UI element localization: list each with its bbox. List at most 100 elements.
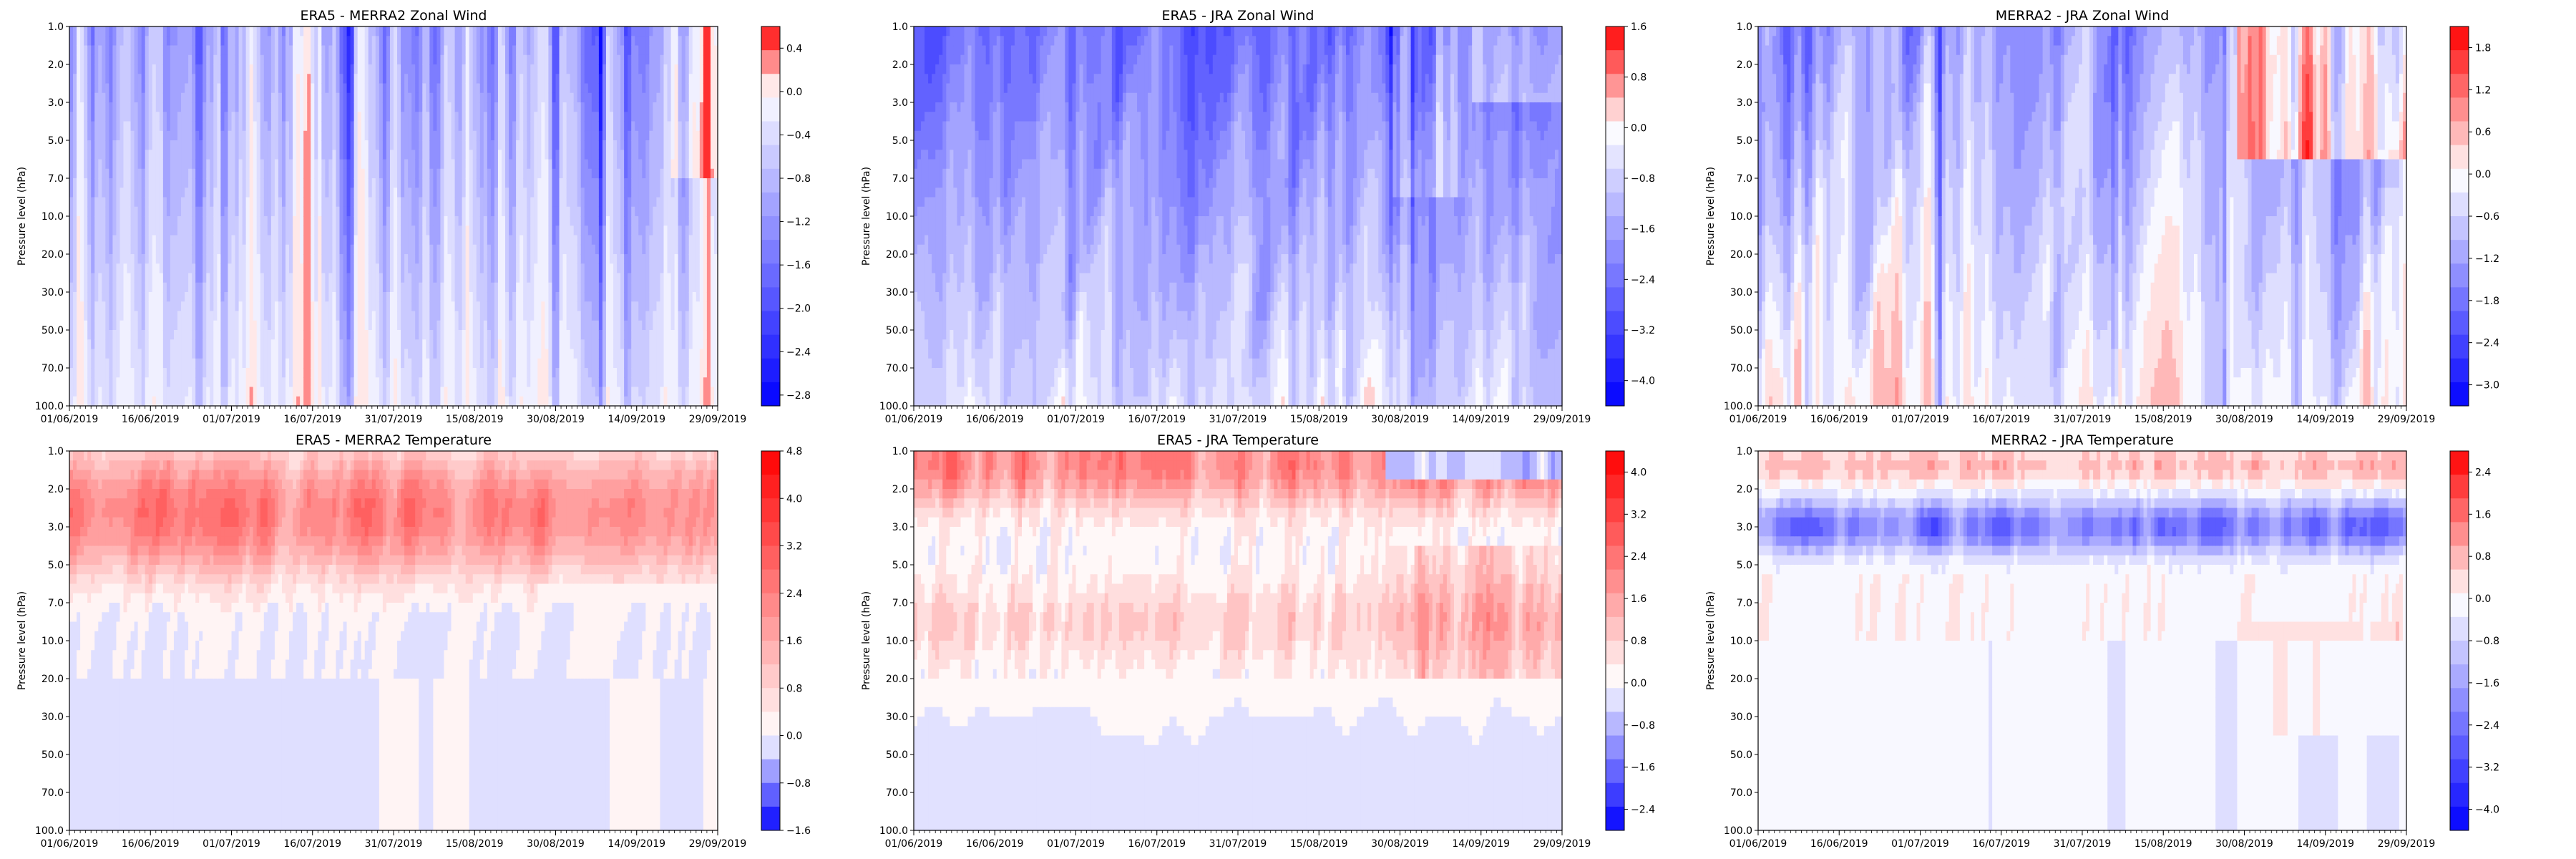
heatmap-cell	[260, 216, 265, 226]
heatmap-cell	[243, 46, 247, 56]
heatmap-cell	[235, 292, 240, 302]
heatmap-cell	[235, 112, 240, 122]
heatmap-cell	[94, 26, 99, 37]
heatmap-cell	[264, 245, 268, 255]
heatmap-cell	[177, 36, 182, 46]
heatmap-cell	[206, 131, 210, 141]
heatmap-cell	[167, 397, 171, 407]
heatmap-cell	[325, 349, 329, 359]
heatmap-cell	[188, 112, 192, 122]
heatmap-cell	[109, 301, 113, 311]
heatmap-cell	[145, 36, 150, 46]
heatmap-cell	[246, 36, 250, 46]
heatmap-cell	[289, 207, 293, 217]
heatmap-cell	[135, 283, 139, 293]
heatmap-cell	[94, 254, 99, 264]
heatmap-cell	[300, 359, 304, 369]
heatmap-cell	[94, 292, 99, 302]
heatmap-cell	[142, 311, 146, 321]
heatmap-cell	[268, 273, 272, 283]
heatmap-cell	[170, 64, 175, 74]
heatmap-cell	[260, 84, 265, 94]
heatmap-cell	[293, 84, 297, 94]
heatmap-cell	[321, 150, 326, 160]
heatmap-cell	[145, 55, 150, 65]
heatmap-cell	[77, 93, 81, 103]
heatmap-cell	[73, 349, 77, 359]
heatmap-cell	[246, 84, 250, 94]
heatmap-cell	[112, 140, 117, 150]
heatmap-cell	[224, 349, 228, 359]
heatmap-cell	[174, 150, 178, 160]
heatmap-cell	[228, 377, 232, 387]
heatmap-cell	[84, 330, 88, 340]
heatmap-cell	[98, 55, 102, 65]
heatmap-cell	[112, 254, 117, 264]
heatmap-cell	[160, 254, 164, 264]
heatmap-cell	[213, 150, 218, 160]
heatmap-cell	[289, 273, 293, 283]
heatmap-cell	[177, 26, 182, 37]
heatmap-cell	[163, 216, 167, 226]
heatmap-cell	[246, 216, 250, 226]
heatmap-cell	[167, 178, 171, 188]
heatmap-cell	[192, 84, 196, 94]
heatmap-cell	[105, 283, 109, 293]
heatmap-cell	[206, 254, 210, 264]
heatmap-cell	[260, 225, 265, 236]
heatmap-cell	[224, 55, 228, 65]
heatmap-cell	[318, 140, 322, 150]
heatmap-cell	[243, 93, 247, 103]
heatmap-cell	[206, 169, 210, 179]
heatmap-cell	[105, 122, 109, 132]
heatmap-cell	[210, 131, 214, 141]
heatmap-cell	[296, 178, 301, 188]
heatmap-cell	[314, 55, 318, 65]
heatmap-cell	[289, 102, 293, 112]
heatmap-cell	[80, 292, 84, 302]
heatmap-cell	[264, 368, 268, 378]
heatmap-cell	[243, 301, 247, 311]
heatmap-cell	[224, 36, 228, 46]
heatmap-cell	[311, 273, 315, 283]
heatmap-cell	[278, 102, 283, 112]
heatmap-cell	[206, 46, 210, 56]
heatmap-cell	[152, 102, 157, 112]
heatmap-cell	[275, 150, 279, 160]
heatmap-cell	[253, 283, 258, 293]
heatmap-cell	[116, 36, 120, 46]
heatmap-cell	[293, 169, 297, 179]
heatmap-cell	[328, 273, 333, 283]
heatmap-cell	[203, 131, 207, 141]
heatmap-cell	[206, 330, 210, 340]
heatmap-cell	[232, 397, 236, 407]
heatmap-cell	[311, 236, 315, 246]
heatmap-cell	[188, 359, 192, 369]
heatmap-cell	[152, 55, 157, 65]
heatmap-cell	[289, 198, 293, 208]
heatmap-cell	[220, 273, 225, 283]
heatmap-cell	[328, 112, 333, 122]
heatmap-cell	[160, 301, 164, 311]
heatmap-cell	[170, 160, 175, 170]
heatmap-cell	[210, 26, 214, 37]
heatmap-cell	[170, 236, 175, 246]
heatmap-cell	[102, 349, 106, 359]
heatmap-cell	[177, 93, 182, 103]
heatmap-cell	[325, 216, 329, 226]
heatmap-cell	[91, 64, 95, 74]
heatmap-cell	[98, 236, 102, 246]
heatmap-cell	[98, 263, 102, 273]
heatmap-cell	[152, 26, 157, 37]
heatmap-cell	[119, 321, 124, 331]
heatmap-cell	[119, 178, 124, 188]
heatmap-cell	[282, 283, 286, 293]
heatmap-cell	[73, 273, 77, 283]
heatmap-cell	[250, 102, 254, 112]
heatmap-cell	[156, 169, 160, 179]
heatmap-cell	[185, 46, 189, 56]
heatmap-cell	[77, 178, 81, 188]
heatmap-cell	[181, 74, 185, 84]
heatmap-cell	[116, 368, 120, 378]
heatmap-cell	[206, 377, 210, 387]
